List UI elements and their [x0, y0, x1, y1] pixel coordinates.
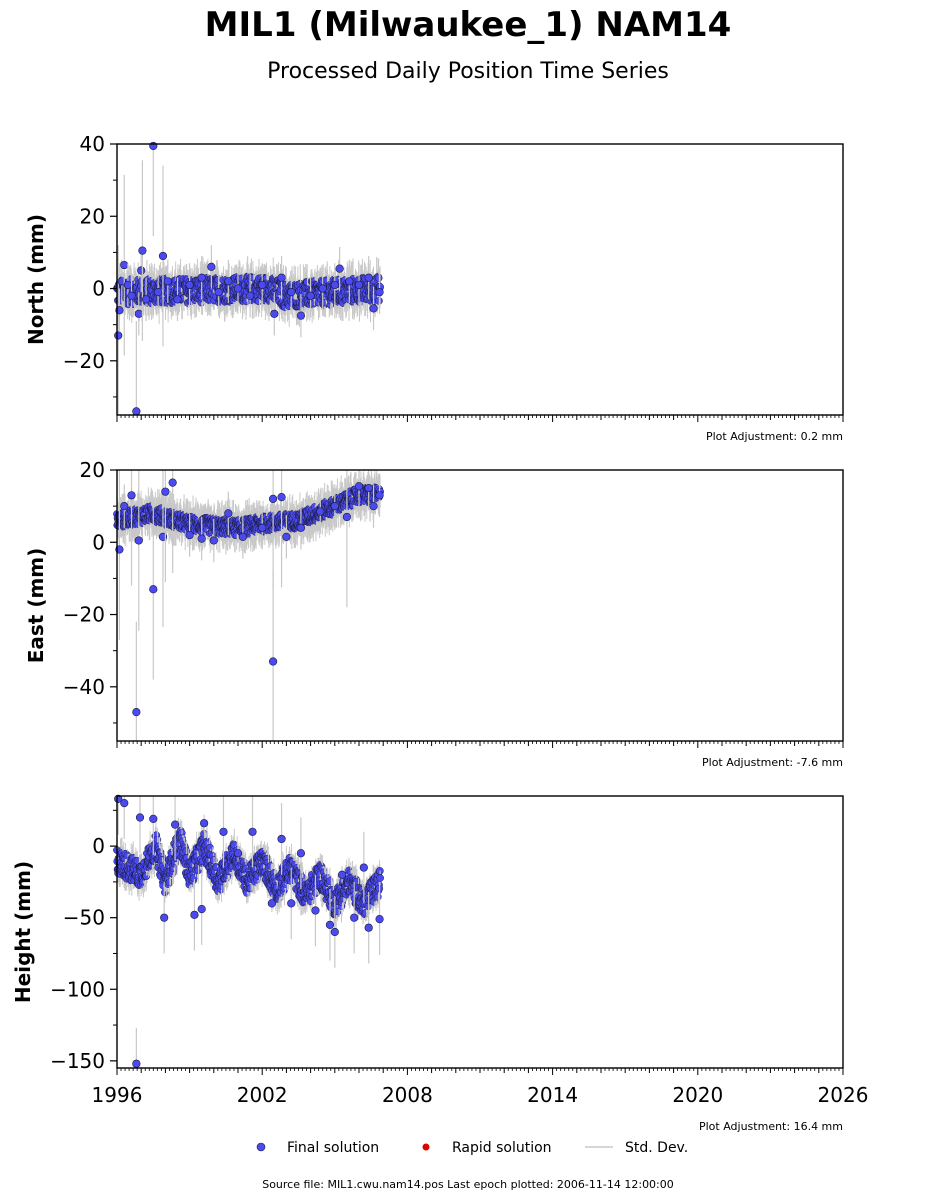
data-point [246, 291, 255, 300]
data-point [163, 277, 172, 286]
data-point [123, 280, 132, 290]
data-point [185, 530, 194, 540]
data-point [207, 262, 216, 271]
data-point [318, 284, 327, 293]
data-point [132, 707, 141, 717]
data-point [137, 266, 146, 275]
data-point [149, 585, 158, 594]
data-point [335, 264, 344, 273]
data-point [173, 295, 182, 304]
chart-title: MIL1 (Milwaukee_1) NAM14 [205, 5, 732, 45]
y-tick-label: −40 [63, 675, 105, 699]
data-point [224, 509, 233, 518]
data-point [134, 536, 143, 545]
data-point [197, 534, 206, 543]
data-point [369, 502, 378, 511]
data-point [342, 512, 352, 522]
data-point [168, 478, 177, 487]
data-point [345, 277, 354, 286]
data-point [138, 246, 147, 255]
data-point [296, 523, 306, 532]
data-point [185, 280, 194, 290]
plot-adjustment: Plot Adjustment: -7.6 mm [702, 756, 843, 769]
data-point [158, 251, 168, 261]
data-point [238, 532, 247, 541]
data-point [375, 288, 384, 297]
panel-2: −40 −20 0 20 East (mm) Plot Adjustment: -7.6 … [24, 458, 844, 769]
data-point [316, 507, 325, 516]
data-point [161, 487, 170, 496]
data-point [214, 288, 223, 297]
data-point [282, 532, 291, 541]
plot-adjustment: Plot Adjustment: 0.2 mm [706, 430, 843, 443]
data-point [154, 288, 163, 297]
data-point [287, 288, 296, 297]
y-tick-label: −20 [63, 603, 105, 627]
y-tick-label: 0 [92, 530, 105, 554]
data-point [258, 280, 267, 290]
y-axis-label: East (mm) [24, 548, 48, 664]
data-point [354, 280, 364, 290]
data-point [369, 304, 378, 313]
y-axis-label: North (mm) [24, 214, 48, 345]
panel-1: −20 0 20 40 North (mm) Plot Adjustment: 0.2 m… [24, 132, 844, 443]
data-point [375, 491, 384, 500]
data-point [258, 523, 267, 532]
data-point [270, 309, 279, 318]
data-point [268, 657, 278, 666]
y-tick-label: 20 [80, 458, 105, 482]
data-point [141, 295, 151, 304]
data-point [114, 331, 123, 340]
data-point [364, 483, 373, 493]
y-tick-label: 0 [92, 277, 105, 301]
data-point [233, 284, 243, 293]
data-point [224, 277, 233, 286]
data-point [268, 494, 278, 504]
y-tick-label: 20 [80, 204, 105, 228]
data-point [127, 491, 136, 500]
panels: −20 0 20 40 North (mm) Plot Adjustment: 0.2 m… [11, 132, 868, 1133]
data-point [197, 273, 206, 282]
data-point [277, 273, 286, 282]
data-point [209, 536, 218, 545]
data-point [306, 291, 315, 300]
y-tick-label: 40 [80, 132, 105, 156]
data-point [120, 502, 129, 511]
chart-subtitle: Processed Daily Position Time Series [267, 59, 669, 84]
data-point [330, 280, 339, 290]
data-point [330, 502, 339, 511]
data-point [120, 260, 129, 270]
data-point [134, 309, 143, 318]
data-point [127, 291, 136, 300]
y-tick-label: −20 [63, 349, 105, 373]
data-point [132, 407, 141, 416]
data-point [296, 311, 306, 320]
data-point [364, 273, 373, 282]
series-cloud [113, 470, 384, 555]
data-point [277, 493, 286, 502]
data-point [354, 482, 364, 491]
data-point [374, 274, 383, 282]
